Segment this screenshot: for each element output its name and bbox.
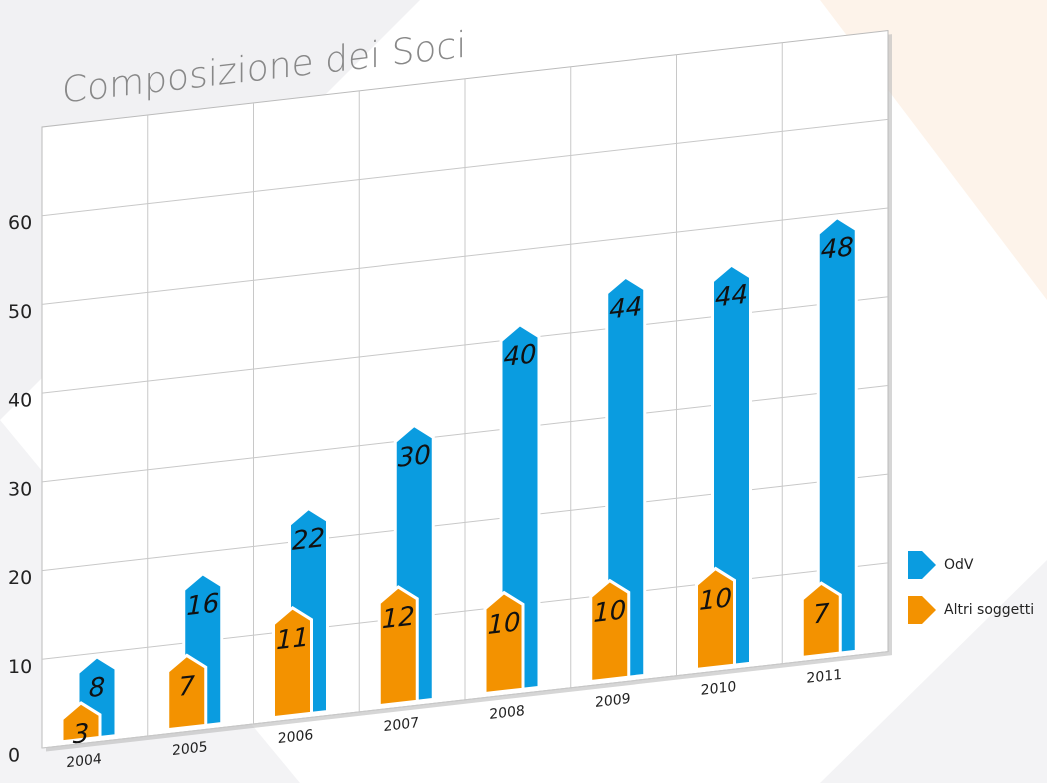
x-tick-label: 2010 (701, 679, 737, 699)
y-tick-label: 30 (8, 478, 32, 500)
bar (816, 215, 858, 658)
x-tick-label: 2007 (383, 715, 419, 735)
value-label: 10 (487, 607, 520, 641)
bar (589, 578, 631, 684)
legend-label: Altri soggetti (944, 602, 1034, 618)
value-label: 30 (398, 440, 431, 474)
value-label: 8 (89, 672, 106, 704)
background-shape (820, 560, 1047, 783)
x-tick-label: 2009 (595, 691, 631, 711)
bar (60, 701, 102, 744)
value-label: 48 (821, 232, 854, 266)
value-label: 40 (503, 339, 536, 373)
bar (272, 606, 313, 720)
bar (377, 585, 419, 708)
value-label: 7 (178, 671, 195, 703)
x-tick-label: 2006 (278, 727, 314, 747)
y-tick-label: 40 (8, 390, 32, 412)
value-label: 22 (292, 523, 325, 557)
y-tick-label: 20 (8, 567, 32, 589)
legend-swatch (908, 551, 936, 579)
value-label: 11 (276, 623, 309, 657)
value-label: 3 (73, 719, 90, 751)
legend: OdV Altri soggetti (908, 551, 1034, 624)
bar (711, 263, 752, 670)
bar (483, 590, 525, 696)
y-tick-label: 0 (8, 745, 20, 767)
value-label: 10 (699, 583, 732, 617)
bar (800, 581, 842, 660)
bar (695, 566, 736, 672)
legend-swatch (908, 596, 936, 624)
value-label: 10 (593, 595, 626, 629)
x-tick-label: 2011 (806, 667, 842, 687)
bar (166, 653, 208, 732)
value-label: 44 (609, 292, 642, 326)
y-tick-label: 60 (8, 212, 32, 234)
x-tick-label: 2005 (172, 739, 208, 759)
bar (605, 275, 647, 682)
y-tick-label: 10 (8, 656, 32, 678)
value-label: 12 (382, 602, 415, 636)
y-tick-label: 50 (8, 301, 32, 323)
x-tick-label: 2008 (489, 703, 525, 723)
legend-label: OdV (944, 557, 974, 573)
x-tick-label: 2004 (66, 751, 102, 771)
value-label: 16 (186, 588, 219, 622)
background-shape (560, 0, 1047, 300)
value-label: 7 (813, 599, 830, 631)
value-label: 44 (715, 280, 748, 314)
